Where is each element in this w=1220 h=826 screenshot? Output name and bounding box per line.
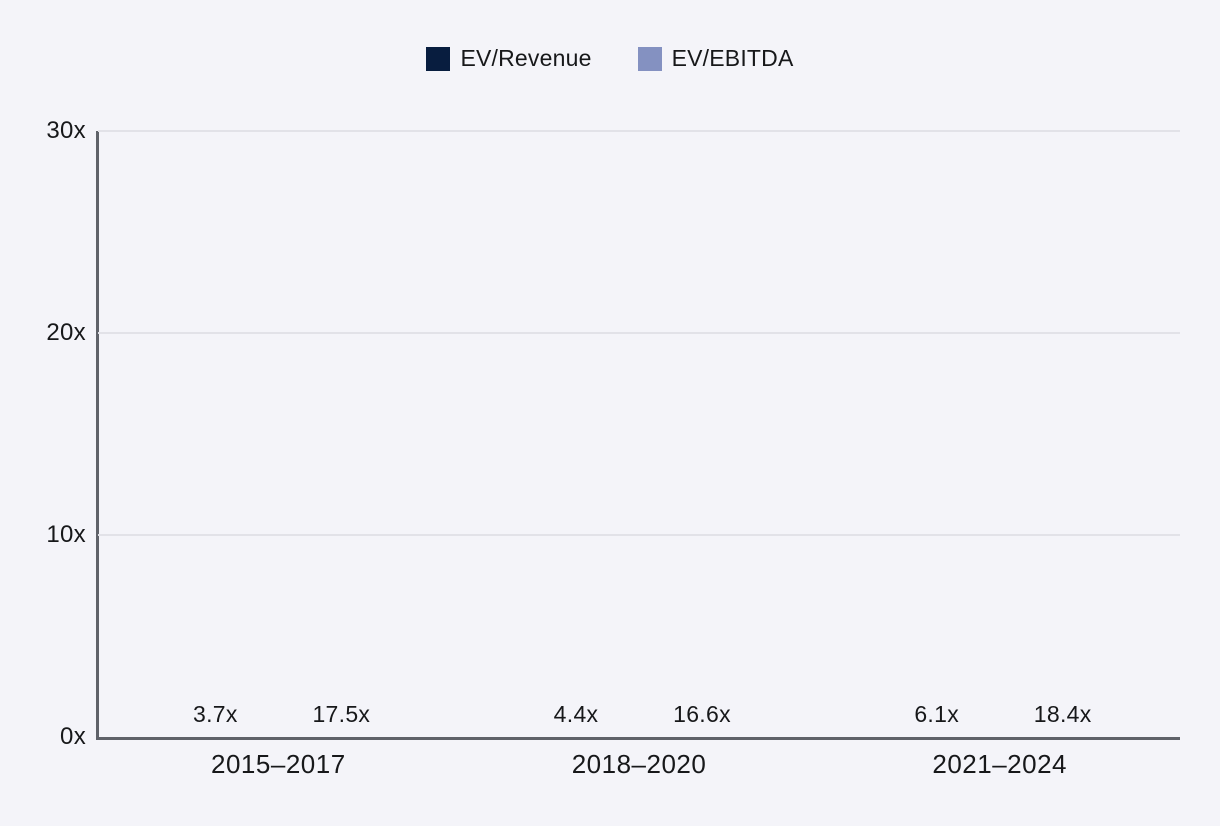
bar-value-label: 17.5x — [312, 701, 371, 727]
legend-item-ev-ebitda: EV/EBITDA — [637, 45, 794, 72]
x-tick-label: 2018–2020 — [571, 749, 707, 779]
bar-group: 4.4x 16.6x — [459, 131, 820, 737]
plot-area: 3.7x 17.5x 4.4x 16.6x 6.1x 18.4x 0x 10x 20x 30x — [46, 117, 1180, 750]
gridline — [98, 332, 1180, 335]
bar-value-label: 4.4x — [553, 701, 599, 727]
gridline — [98, 534, 1180, 537]
bar-value-label: 16.6x — [673, 701, 731, 727]
x-tick-label: 2015–2017 — [211, 749, 346, 779]
bar-group: 6.1x 18.4x — [819, 131, 1180, 737]
bar-value-label: 6.1x — [914, 701, 960, 727]
x-axis-labels: 2015–2017 2018–2020 2021–2024 — [98, 749, 1180, 780]
y-axis-line — [96, 131, 99, 740]
y-tick-label: 10x — [46, 521, 86, 548]
gridline — [98, 130, 1180, 132]
legend-label-ev-ebitda: EV/EBITDA — [671, 45, 794, 71]
bar-group: 3.7x 17.5x — [98, 131, 459, 737]
legend-swatch-ev-revenue — [426, 46, 451, 71]
y-tick-label: 30x — [46, 117, 86, 144]
legend-item-ev-revenue: EV/Revenue — [426, 45, 591, 72]
legend-swatch-ev-ebitda — [637, 46, 662, 71]
y-tick-label: 20x — [46, 319, 86, 346]
bar-groups: 3.7x 17.5x 4.4x 16.6x 6.1x 18.4x — [98, 131, 1180, 737]
y-tick-label: 0x — [60, 723, 86, 750]
x-axis-line — [96, 737, 1180, 740]
x-tick-label: 2021–2024 — [932, 749, 1067, 779]
bar-value-label: 3.7x — [192, 701, 238, 727]
legend: EV/Revenue EV/EBITDA — [0, 45, 1220, 72]
bar-value-label: 18.4x — [1033, 701, 1092, 727]
legend-label-ev-revenue: EV/Revenue — [460, 45, 592, 71]
